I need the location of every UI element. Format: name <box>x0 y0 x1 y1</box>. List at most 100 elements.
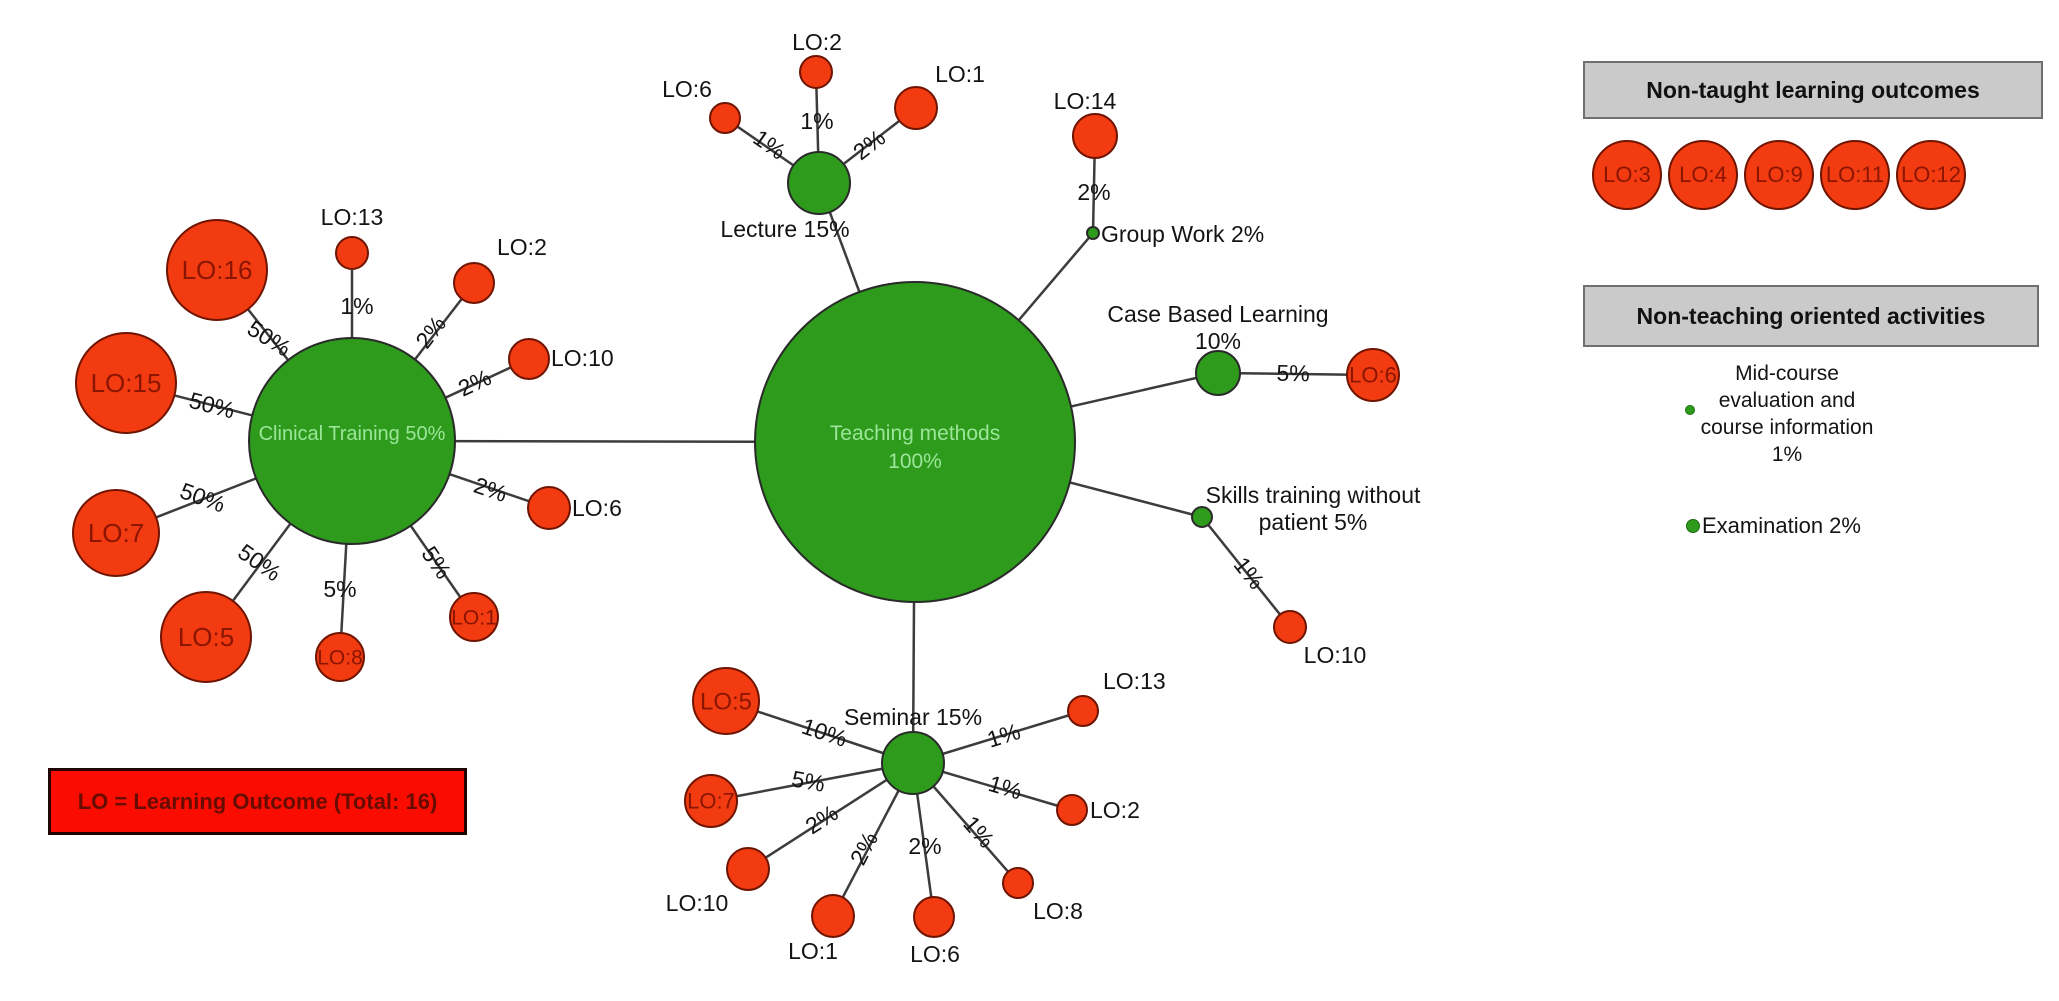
lo-node-LO:14 <box>1072 113 1118 159</box>
lo-node-label: LO:2 <box>497 234 547 260</box>
hub-label-teaching: 100% <box>888 450 942 473</box>
edge-percent-label: 2% <box>410 311 451 353</box>
lo-node-label: LO:1 <box>788 938 838 964</box>
lo-node-label: LO:16 <box>182 255 253 285</box>
non-taught-outcomes-title: Non-taught learning outcomes <box>1646 76 1980 103</box>
non-teaching-activities-title: Non-teaching oriented activities <box>1636 302 1986 329</box>
edge-percent-label: 1% <box>800 108 833 134</box>
lo-legend-text: LO = Learning Outcome (Total: 16) <box>77 788 438 814</box>
edge-percent-label: 1% <box>958 811 999 853</box>
lo-label: LO:11 <box>1825 162 1885 187</box>
activity-line: course information <box>1700 416 1874 439</box>
lo-node-label: LO:13 <box>321 204 384 230</box>
lo-node-LO:13 <box>335 236 369 270</box>
edge-percent-label: 2% <box>848 124 890 165</box>
lo-node-label: LO:5 <box>700 688 752 715</box>
lo-label: LO:4 <box>1679 162 1727 187</box>
edge-percent-label: 50% <box>186 387 237 424</box>
lo-node-label: LO:8 <box>1033 898 1083 924</box>
edge-percent-label: 1% <box>984 718 1023 753</box>
non-taught-lo-circle: LO:9 <box>1744 140 1814 210</box>
edge-percent-label: 2% <box>801 799 843 839</box>
lo-node-label: LO:6 <box>662 76 712 102</box>
lo-node-label: LO:10 <box>1304 642 1367 668</box>
examination-activity: Examination 2% <box>1702 513 1861 538</box>
activity-line: evaluation and <box>1718 389 1856 412</box>
hub-label-clinical: Clinical Training 50% <box>259 423 446 445</box>
examination-dot-icon <box>1686 519 1700 533</box>
lo-node-label: LO:8 <box>317 646 363 669</box>
lo-label: LO:3 <box>1603 162 1651 187</box>
edge-percent-label: 5% <box>1276 360 1310 386</box>
mid-course-dot-icon <box>1685 405 1695 415</box>
hub-label-seminar: Seminar 15% <box>844 704 982 730</box>
non-teaching-activities-header: Non-teaching oriented activities <box>1583 285 2039 347</box>
edge-seminar-LO:10 <box>747 761 914 871</box>
edge-percent-label: 2% <box>908 833 941 859</box>
activity-line: Mid-course <box>1735 362 1839 385</box>
lo-node-label: LO:6 <box>572 495 622 521</box>
lo-legend-box: LO = Learning Outcome (Total: 16) <box>48 768 467 835</box>
edge-skills-LO:10 <box>1201 516 1291 628</box>
hub-label-skills: Skills training without <box>1206 482 1421 508</box>
lo-node-LO:1 <box>449 592 499 642</box>
lo-node-label: LO:5 <box>178 622 234 652</box>
non-taught-lo-circle: LO:4 <box>1668 140 1738 210</box>
lo-label: LO:12 <box>1901 162 1961 187</box>
lo-node-label: LO:10 <box>666 890 729 916</box>
mid-course-activity: Mid-course evaluation and course informa… <box>1637 360 1937 468</box>
hub-label-skills: patient 5% <box>1259 509 1368 535</box>
lo-node-label: LO:6 <box>910 941 960 967</box>
non-taught-lo-circle: LO:12 <box>1896 140 1966 210</box>
edge-percent-label: 2% <box>1077 179 1110 205</box>
hub-node-clinical <box>248 337 456 545</box>
lo-node-LO:13 <box>1067 695 1099 727</box>
non-taught-outcomes-header: Non-taught learning outcomes <box>1583 61 2043 119</box>
edge-percent-label: 50% <box>243 315 296 361</box>
edge-percent-label: 5% <box>323 576 356 602</box>
lo-node-LO:6 <box>913 896 955 938</box>
lo-node-label: LO:7 <box>687 789 735 814</box>
lo-node-label: LO:6 <box>1349 363 1397 388</box>
edge-percent-label: 1% <box>340 293 373 319</box>
lo-node-LO:6 <box>1346 348 1400 402</box>
edge-seminar-LO:7 <box>710 761 914 803</box>
lo-node-label: LO:14 <box>1054 88 1117 114</box>
hub-node-skills <box>1191 506 1213 528</box>
edge-percent-label: 50% <box>177 477 229 517</box>
non-taught-lo-circle: LO:11 <box>1820 140 1890 210</box>
lo-node-label: LO:15 <box>91 368 162 398</box>
edge-percent-label: 50% <box>233 539 286 587</box>
lo-node-LO:6 <box>527 486 571 530</box>
hub-label-cbl: 10% <box>1195 328 1241 354</box>
hub-label-groupwork: Group Work 2% <box>1101 221 1264 247</box>
lo-node-label: LO:2 <box>792 29 842 55</box>
lo-node-label: LO:7 <box>88 518 144 548</box>
edge-percent-label: 5% <box>416 541 456 583</box>
lo-node-LO:15 <box>75 332 177 434</box>
lo-node-LO:2 <box>799 55 833 89</box>
lo-node-LO:2 <box>1056 794 1088 826</box>
activity-line: 1% <box>1771 443 1803 466</box>
hub-label-lecture: Lecture 15% <box>720 216 849 242</box>
edge-percent-label: 2% <box>454 364 495 402</box>
hub-node-teaching <box>754 281 1076 603</box>
lo-node-label: LO:13 <box>1103 668 1166 694</box>
hub-node-lecture <box>787 151 851 215</box>
lo-node-LO:5 <box>160 591 252 683</box>
lo-node-LO:6 <box>709 102 741 134</box>
lo-node-LO:10 <box>508 338 550 380</box>
hub-label-teaching: Teaching methods <box>830 422 1000 445</box>
lo-node-LO:5 <box>692 667 760 735</box>
lo-node-LO:16 <box>166 219 268 321</box>
lo-node-label: LO:1 <box>935 61 985 87</box>
lo-label: LO:9 <box>1755 162 1803 187</box>
lo-node-LO:1 <box>811 894 855 938</box>
lo-node-LO:8 <box>315 632 365 682</box>
lo-node-LO:7 <box>684 774 738 828</box>
lo-node-label: LO:1 <box>451 606 497 629</box>
lo-node-LO:8 <box>1002 867 1034 899</box>
edge-percent-label: 2% <box>471 472 511 507</box>
